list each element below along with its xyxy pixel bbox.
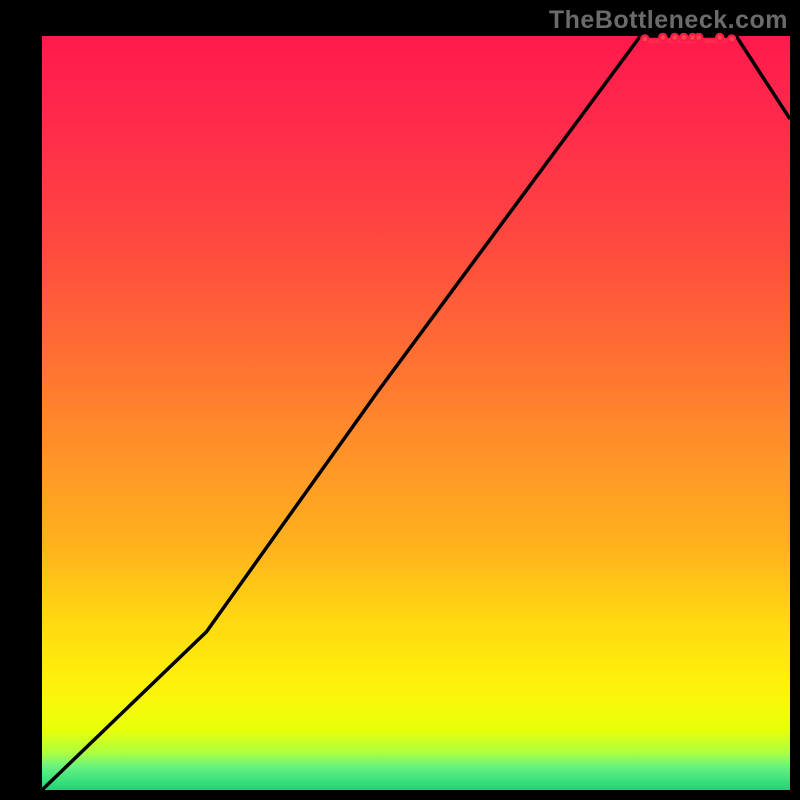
main-line [42, 36, 790, 790]
marker-point [659, 34, 666, 41]
marker-point [671, 34, 678, 41]
marker-point [680, 34, 687, 41]
chart-svg [0, 0, 800, 800]
marker-point [728, 36, 735, 43]
marker-point [641, 36, 648, 43]
marker-point [716, 34, 723, 41]
watermark-text: TheBottleneck.com [549, 6, 788, 35]
chart-container: TheBottleneck.com [0, 0, 800, 800]
marker-point [695, 34, 702, 41]
